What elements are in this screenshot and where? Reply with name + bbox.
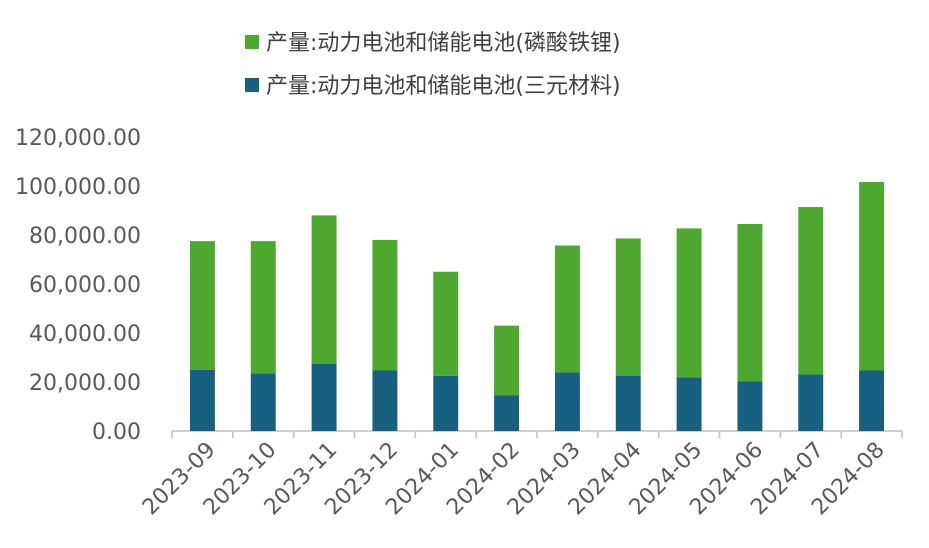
y-tick-label: 120,000.00 [15, 126, 141, 151]
bar-segment-ternary [615, 375, 641, 431]
bar-segment-ternary [250, 373, 276, 431]
legend-swatch [245, 35, 259, 49]
bar-segment-lfp [676, 228, 702, 378]
legend: 产量:动力电池和储能电池(磷酸铁锂) 产量:动力电池和储能电池(三元材料) [245, 31, 621, 99]
y-tick-label: 20,000.00 [29, 371, 141, 396]
legend-label: 产量:动力电池和储能电池(磷酸铁锂) [266, 31, 621, 56]
bar-segment-ternary [676, 377, 702, 431]
legend-item: 产量:动力电池和储能电池(三元材料) [245, 74, 621, 99]
bar-segment-lfp [311, 215, 337, 364]
bar-segment-ternary [433, 375, 459, 431]
legend-item: 产量:动力电池和储能电池(磷酸铁锂) [245, 31, 621, 56]
bar-segment-lfp [859, 182, 885, 371]
bar-segment-lfp [189, 241, 215, 370]
bar-segment-ternary [859, 370, 885, 431]
bar-segment-lfp [737, 223, 763, 382]
bar-segment-lfp [494, 325, 520, 396]
bars [189, 182, 885, 431]
bar-segment-ternary [554, 372, 580, 431]
bar-segment-lfp [250, 241, 276, 374]
y-axis: 0.00 20,000.00 40,000.00 60,000.00 80,000.00… [15, 126, 141, 445]
bar-segment-ternary [494, 395, 520, 431]
bar-segment-lfp [554, 245, 580, 373]
legend-swatch [245, 78, 259, 92]
x-axis: 2023-092023-102023-112023-122024-012024-… [138, 430, 903, 520]
y-tick-label: 40,000.00 [29, 322, 141, 347]
legend-label: 产量:动力电池和储能电池(三元材料) [266, 74, 621, 99]
bar-segment-lfp [433, 271, 459, 376]
y-tick-label: 80,000.00 [29, 224, 141, 249]
bar-segment-ternary [189, 369, 215, 431]
y-tick-label: 100,000.00 [15, 175, 141, 200]
y-tick-label: 0.00 [92, 420, 141, 445]
bar-segment-ternary [372, 370, 398, 431]
bar-segment-ternary [798, 374, 824, 431]
bar-segment-lfp [372, 239, 398, 371]
bar-segment-lfp [798, 207, 824, 375]
bar-segment-ternary [737, 381, 763, 431]
y-tick-label: 60,000.00 [29, 273, 141, 298]
bar-segment-ternary [311, 363, 337, 431]
bar-segment-lfp [615, 238, 641, 376]
